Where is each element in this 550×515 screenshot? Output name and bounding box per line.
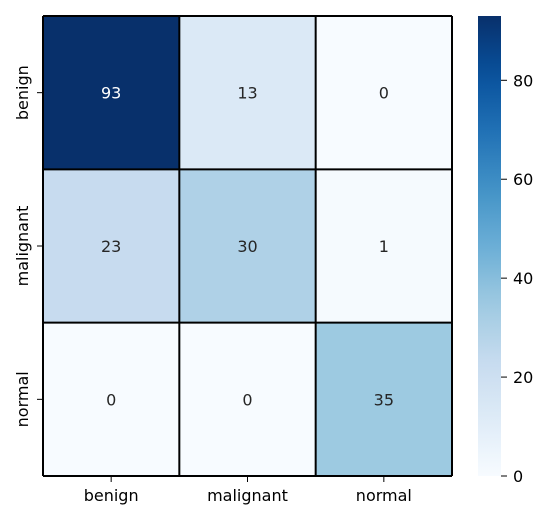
y-tick-label-benign: benign bbox=[13, 65, 32, 120]
cell-value-r1-c0: 23 bbox=[101, 237, 121, 256]
heatmap-cell-r0-c0 bbox=[43, 16, 180, 170]
heatmap-cell-r2-c0 bbox=[43, 322, 180, 476]
y-axis-ticks: benign malignant normal bbox=[13, 65, 43, 427]
cell-value-r2-c2: 35 bbox=[374, 390, 394, 409]
heatmap-cell-r1-c2 bbox=[315, 169, 452, 323]
heatmap-cell-r0-c1 bbox=[179, 16, 316, 170]
cell-value-r2-c1: 0 bbox=[242, 390, 252, 409]
colorbar: 0 20 40 60 80 bbox=[478, 16, 533, 486]
cell-value-r0-c0: 93 bbox=[101, 84, 121, 103]
x-tick-label-normal: normal bbox=[356, 486, 412, 505]
cell-value-r1-c2: 1 bbox=[379, 237, 389, 256]
cell-value-r2-c0: 0 bbox=[106, 390, 116, 409]
heatmap-cell-r0-c2 bbox=[315, 16, 452, 170]
x-tick-label-benign: benign bbox=[84, 486, 139, 505]
y-tick-label-normal: normal bbox=[13, 371, 32, 427]
heatmap-cell-r1-c0 bbox=[43, 169, 180, 323]
colorbar-tick-label-20: 20 bbox=[513, 368, 533, 387]
heatmap-cells bbox=[43, 16, 452, 476]
heatmap-cell-r1-c1 bbox=[179, 169, 316, 323]
cell-value-r1-c1: 30 bbox=[237, 237, 257, 256]
heatmap-cell-r2-c2 bbox=[315, 322, 452, 476]
x-axis-ticks: benign malignant normal bbox=[84, 476, 412, 505]
heatmap-cell-r2-c1 bbox=[179, 322, 316, 476]
colorbar-gradient bbox=[478, 16, 501, 476]
x-tick-label-malignant: malignant bbox=[207, 486, 288, 505]
cell-value-r0-c1: 13 bbox=[237, 84, 257, 103]
colorbar-tick-label-0: 0 bbox=[513, 467, 523, 486]
heatmap-cell-labels: 93 13 0 23 30 1 0 0 35 bbox=[101, 84, 394, 410]
y-tick-label-malignant: malignant bbox=[13, 206, 32, 287]
colorbar-tick-label-80: 80 bbox=[513, 71, 533, 90]
colorbar-tick-label-60: 60 bbox=[513, 170, 533, 189]
colorbar-tick-label-40: 40 bbox=[513, 269, 533, 288]
cell-value-r0-c2: 0 bbox=[379, 84, 389, 103]
